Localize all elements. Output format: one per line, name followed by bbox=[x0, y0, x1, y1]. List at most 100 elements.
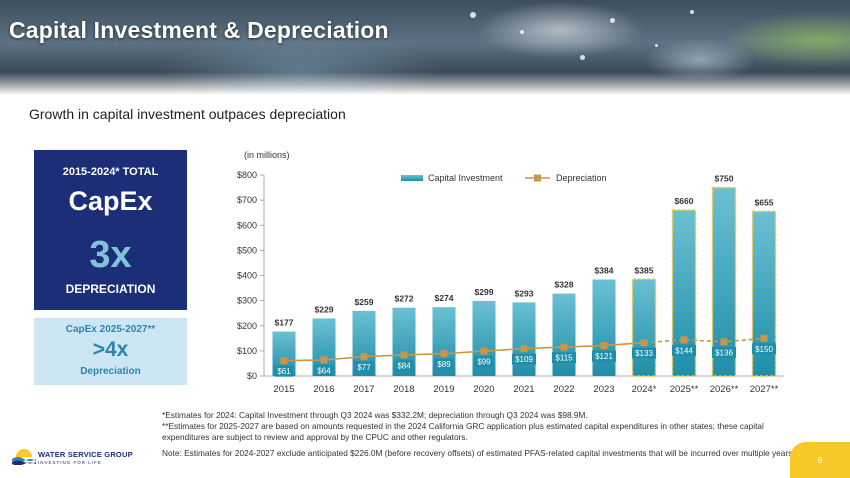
x-tick-label: 2015 bbox=[273, 384, 294, 395]
depreciation-value-label: $121 bbox=[595, 352, 613, 361]
y-tick-label: $100 bbox=[237, 346, 257, 356]
depreciation-value-label: $115 bbox=[555, 354, 573, 363]
bar-value-label: $274 bbox=[435, 293, 454, 303]
capital-investment-bar bbox=[392, 307, 416, 376]
depreciation-value-label: $133 bbox=[635, 349, 653, 358]
depreciation-label-bg bbox=[394, 359, 414, 371]
forecast-multiple: >4x bbox=[92, 338, 129, 361]
water-splash bbox=[690, 10, 694, 14]
bar-value-label: $293 bbox=[515, 288, 534, 298]
x-tick-label: 2021 bbox=[513, 384, 534, 395]
depreciation-label-bg bbox=[354, 361, 374, 373]
banner-fade bbox=[0, 72, 850, 95]
footnote-2025-2027: **Estimates for 2025-2027 are based on a… bbox=[162, 421, 764, 442]
depreciation-value-label: $77 bbox=[357, 363, 371, 372]
bar-value-label: $259 bbox=[355, 297, 374, 307]
depreciation-label-bg bbox=[632, 347, 656, 359]
depreciation-line bbox=[283, 341, 645, 362]
logo-company-name: WATER SERVICE GROUP bbox=[38, 450, 133, 459]
page-title: Capital Investment & Depreciation bbox=[9, 17, 389, 43]
depreciation-label-bg bbox=[752, 343, 776, 355]
legend-depreciation-label: Depreciation bbox=[556, 173, 607, 183]
depreciation-label-bg bbox=[314, 364, 334, 376]
depreciation-point bbox=[520, 345, 528, 353]
y-tick-label: $800 bbox=[237, 170, 257, 180]
x-tick-label: 2027** bbox=[750, 384, 779, 395]
depreciation-line-estimate bbox=[643, 337, 765, 344]
legend-capital-label: Capital Investment bbox=[428, 173, 503, 183]
depreciation-value-label: $64 bbox=[317, 366, 331, 375]
depreciation-point bbox=[320, 356, 328, 364]
bar-value-label: $299 bbox=[475, 287, 494, 297]
depreciation-value-label: $109 bbox=[515, 355, 533, 364]
x-tick-label: 2017 bbox=[353, 384, 374, 395]
footnote-pfas: Note: Estimates for 2024-2027 exclude an… bbox=[162, 448, 795, 458]
depreciation-point bbox=[600, 342, 608, 350]
bar-value-label: $750 bbox=[715, 174, 734, 184]
bar-value-label: $655 bbox=[755, 197, 774, 207]
depreciation-value-label: $84 bbox=[397, 361, 411, 370]
capital-investment-bar bbox=[512, 302, 536, 376]
legend-capital-swatch bbox=[401, 175, 423, 181]
depreciation-label-bg bbox=[552, 352, 576, 364]
depreciation-point bbox=[640, 339, 648, 347]
x-tick-label: 2022 bbox=[553, 384, 574, 395]
depreciation-point bbox=[360, 353, 368, 361]
logo-tagline: INVESTING FOR LIFE bbox=[38, 460, 102, 465]
capital-investment-bar bbox=[272, 331, 296, 376]
legend-depreciation-marker bbox=[534, 174, 541, 182]
capex-forecast-box: CapEx 2025-2027** >4x Depreciation bbox=[34, 318, 187, 385]
depreciation-label-bg bbox=[712, 346, 736, 358]
depreciation-value-label: $150 bbox=[755, 345, 773, 354]
depreciation-point bbox=[720, 338, 728, 346]
forecast-period-label: CapEx 2025-2027** bbox=[65, 324, 156, 335]
y-tick-label: $0 bbox=[247, 371, 257, 381]
page-number: 9 bbox=[817, 456, 823, 465]
sun-wave-icon bbox=[12, 449, 36, 465]
capital-investment-bar bbox=[631, 278, 657, 377]
capex-heading: CapEx bbox=[68, 186, 153, 216]
depreciation-label-bg bbox=[474, 356, 494, 368]
depreciation-point bbox=[480, 347, 488, 355]
capex-depreciation-label: DEPRECIATION bbox=[65, 282, 156, 296]
water-splash bbox=[610, 18, 615, 23]
x-tick-label: 2025** bbox=[670, 384, 699, 395]
page-number-tab: 9 bbox=[790, 442, 850, 478]
y-tick-label: $500 bbox=[237, 245, 257, 255]
bar-value-label: $660 bbox=[675, 196, 694, 206]
capex-depreciation-chart: (in millions) $0 $100 $200 $300 $400 $500 $600 $… bbox=[237, 150, 784, 395]
capex-summary-box: 2015-2024* TOTAL CapEx 3x DEPRECIATION bbox=[34, 150, 187, 310]
capex-multiple: 3x bbox=[89, 234, 132, 276]
depreciation-point bbox=[440, 350, 448, 358]
capital-investment-bar bbox=[751, 210, 777, 377]
depreciation-value-label: $89 bbox=[437, 360, 451, 369]
x-tick-label: 2024* bbox=[632, 384, 657, 395]
depreciation-point bbox=[760, 334, 768, 342]
depreciation-point bbox=[280, 357, 288, 365]
x-tick-label: 2026** bbox=[710, 384, 739, 395]
water-splash bbox=[655, 44, 658, 47]
depreciation-label-bg bbox=[592, 350, 616, 362]
bar-value-label: $177 bbox=[275, 318, 294, 328]
company-logo: WATER SERVICE GROUP INVESTING FOR LIFE bbox=[12, 443, 142, 468]
depreciation-label-bg bbox=[274, 365, 294, 377]
bar-value-label: $328 bbox=[555, 280, 574, 290]
subtitle: Growth in capital investment outpaces de… bbox=[29, 106, 346, 122]
x-tick-label: 2023 bbox=[593, 384, 614, 395]
depreciation-point bbox=[560, 343, 568, 351]
bar-value-label: $229 bbox=[315, 304, 334, 314]
bar-value-label: $272 bbox=[395, 294, 414, 304]
water-splash bbox=[520, 30, 524, 34]
capital-investment-bar bbox=[671, 209, 697, 377]
capital-investment-bar bbox=[312, 318, 336, 376]
x-tick-label: 2018 bbox=[393, 384, 414, 395]
depreciation-value-label: $144 bbox=[675, 346, 693, 355]
y-tick-label: $300 bbox=[237, 296, 257, 306]
water-splash bbox=[580, 55, 585, 60]
capital-investment-bar bbox=[711, 186, 737, 377]
y-tick-label: $600 bbox=[237, 220, 257, 230]
x-tick-label: 2020 bbox=[473, 384, 494, 395]
x-tick-label: 2016 bbox=[313, 384, 334, 395]
forecast-depreciation-label: Depreciation bbox=[80, 366, 141, 377]
units-note: (in millions) bbox=[244, 150, 290, 160]
